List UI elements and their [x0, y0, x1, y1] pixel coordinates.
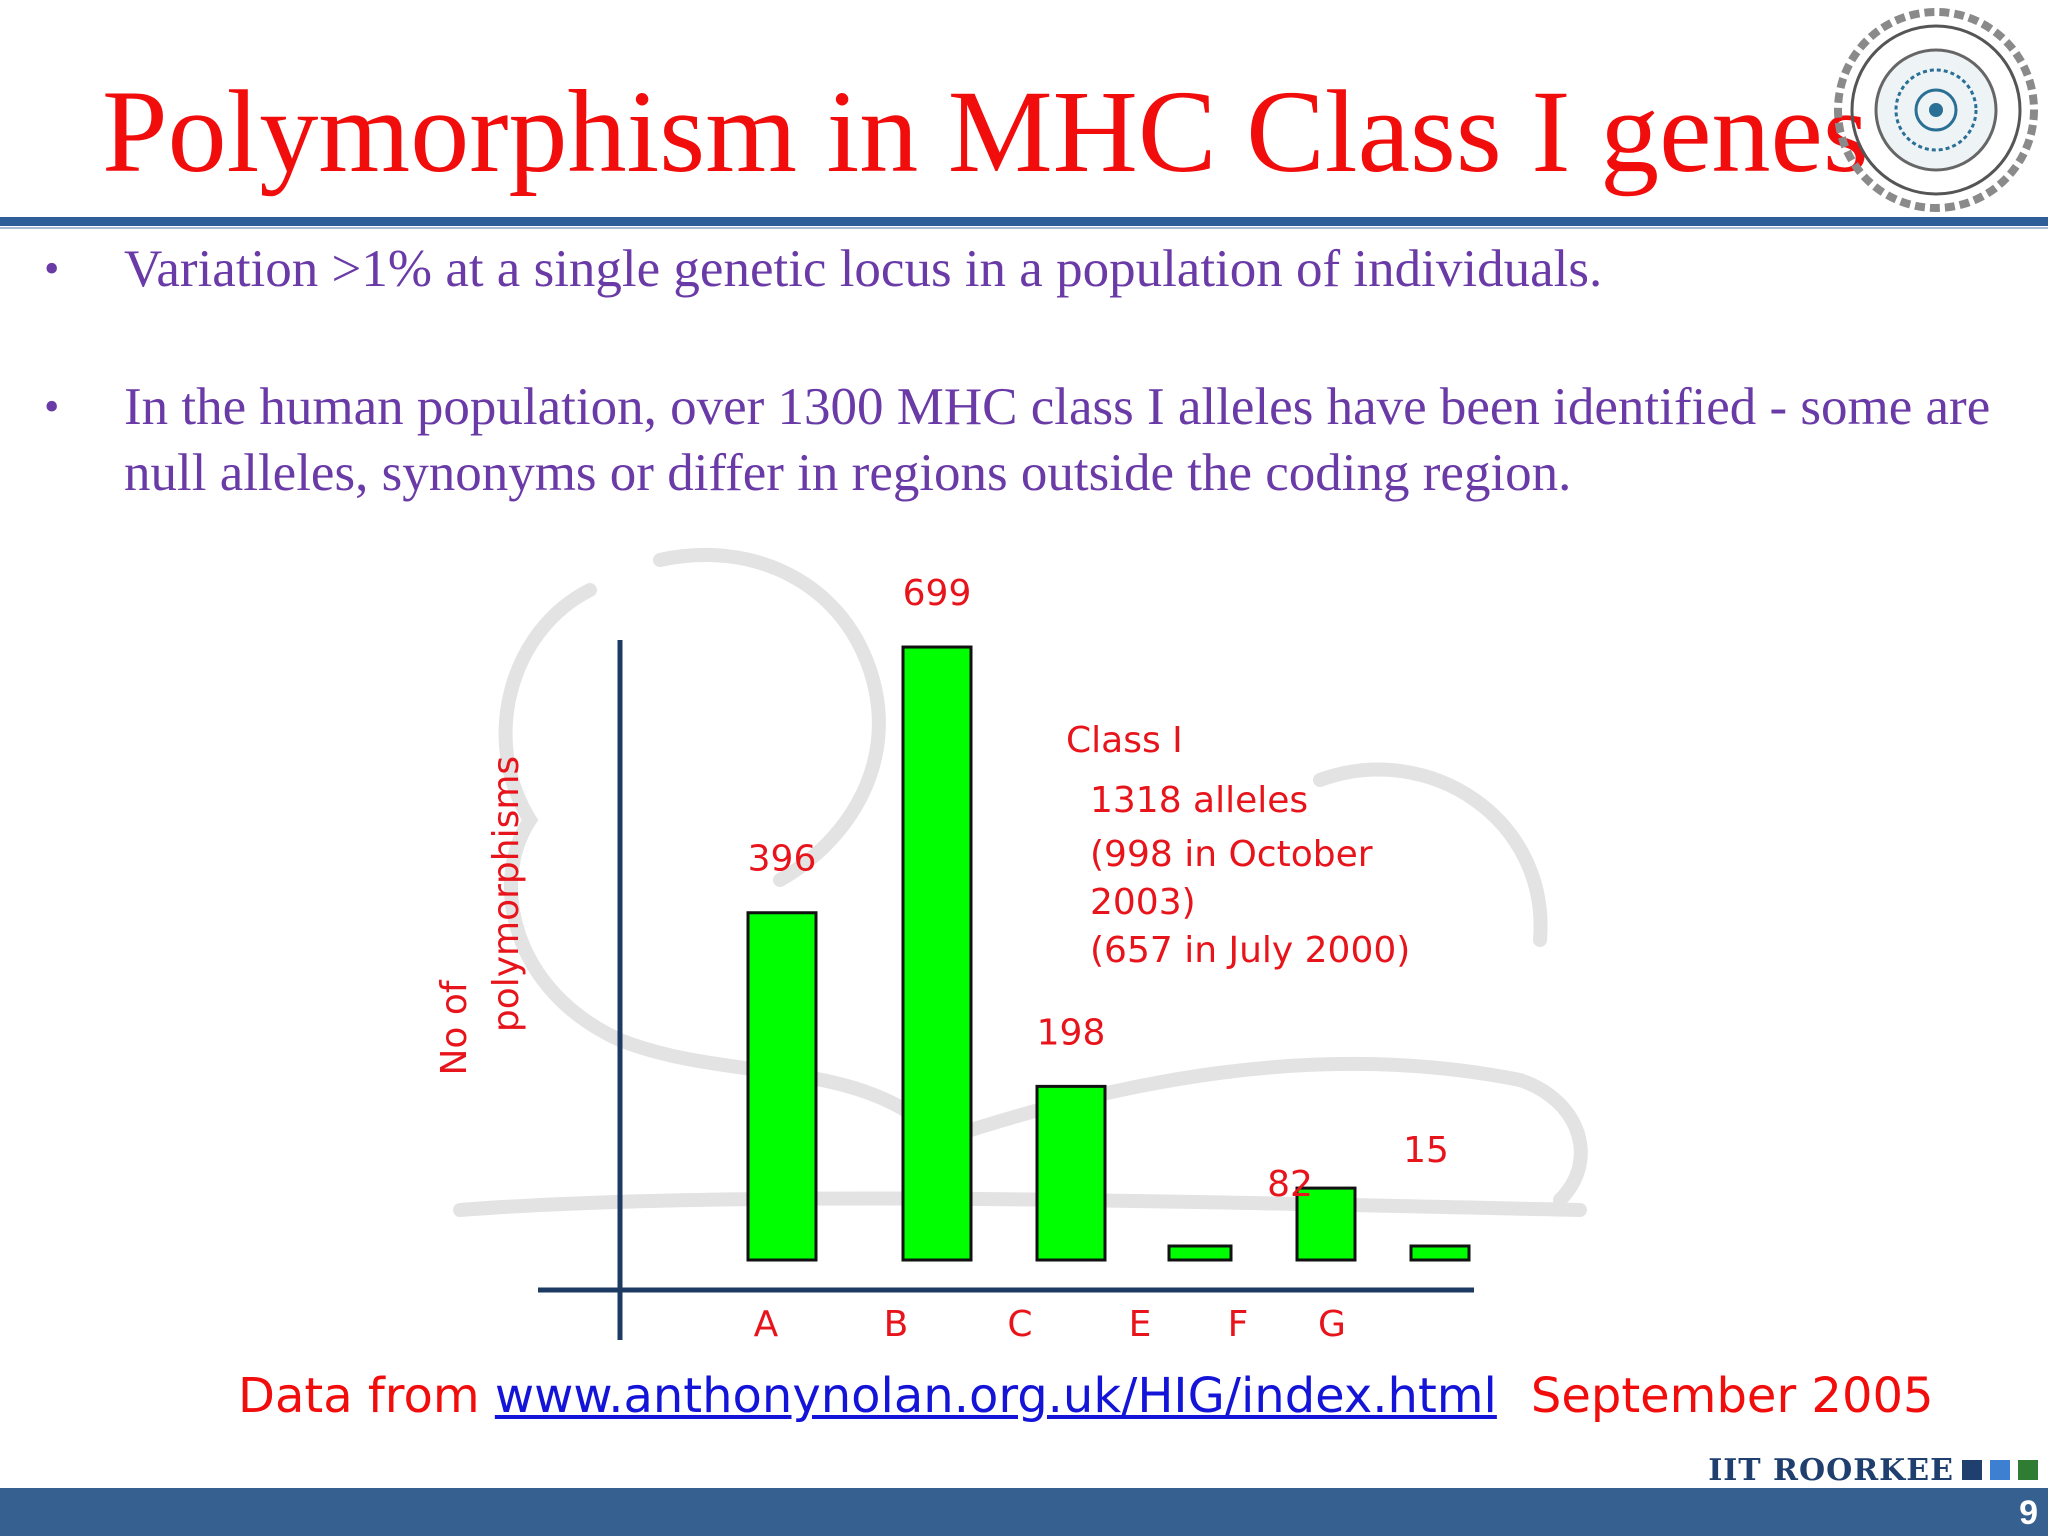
- annotation-october-line1: (998 in October: [1090, 834, 1373, 875]
- footer-bar: [0, 1488, 2048, 1536]
- source-prefix: Data from: [238, 1368, 495, 1424]
- bar-E: [1167, 1244, 1233, 1262]
- annotation-class: Class I: [1066, 720, 1183, 761]
- category-label-E: E: [1129, 1304, 1152, 1345]
- value-label-G: 15: [1403, 1130, 1449, 1171]
- bullet-text: In the human population, over 1300 MHC c…: [124, 378, 1991, 502]
- y-axis-label-line1: No of: [434, 979, 475, 1075]
- category-label-B: B: [884, 1304, 909, 1345]
- page-number: 9: [2019, 1494, 2038, 1532]
- category-label-A: A: [754, 1304, 779, 1345]
- bullet-text: Variation >1% at a single genetic locus …: [124, 240, 1603, 298]
- category-label-C: C: [1007, 1304, 1032, 1345]
- bar-A: [746, 911, 818, 1262]
- annotation-october-line2: 2003): [1090, 882, 1196, 923]
- value-label-A: 396: [748, 839, 817, 880]
- title-divider-shadow: [0, 227, 2048, 229]
- brand-square-icon: [1962, 1460, 1982, 1480]
- brand-name: IIT ROORKEE: [1708, 1452, 1954, 1488]
- bar-B: [901, 645, 973, 1262]
- value-label-C: 198: [1037, 1012, 1106, 1053]
- bar-C: [1035, 1084, 1107, 1262]
- value-label-F: 82: [1267, 1164, 1313, 1205]
- title-divider: [0, 217, 2048, 226]
- value-label-B: 699: [903, 573, 972, 614]
- annotation-july: (657 in July 2000): [1090, 930, 1410, 971]
- category-label-G: G: [1318, 1304, 1346, 1345]
- annotation-total-alleles: 1318 alleles: [1090, 780, 1308, 821]
- source-link[interactable]: www.anthonynolan.org.uk/HIG/index.html: [494, 1368, 1497, 1424]
- y-axis-label-line2: polymorphisms: [486, 756, 527, 1032]
- data-source-line: Data from www.anthonynolan.org.uk/HIG/in…: [238, 1366, 1934, 1426]
- institute-brand: IIT ROORKEE: [1708, 1450, 2038, 1490]
- bullet-marker: •: [44, 244, 60, 293]
- bullet-item: • In the human population, over 1300 MHC…: [44, 374, 2024, 506]
- slide-title: Polymorphism in MHC Class I genes: [102, 66, 1869, 197]
- institute-seal-icon: [1834, 8, 2038, 212]
- bar-F: [1295, 1186, 1357, 1262]
- bullet-marker: •: [44, 382, 60, 431]
- bullet-list: • Variation >1% at a single genetic locu…: [44, 236, 2024, 506]
- category-label-F: F: [1228, 1304, 1249, 1345]
- brand-square-icon: [2018, 1460, 2038, 1480]
- bullet-item: • Variation >1% at a single genetic locu…: [44, 236, 2024, 302]
- brand-square-icon: [1990, 1460, 2010, 1480]
- source-date: September 2005: [1530, 1368, 1934, 1424]
- bar-G: [1409, 1244, 1471, 1262]
